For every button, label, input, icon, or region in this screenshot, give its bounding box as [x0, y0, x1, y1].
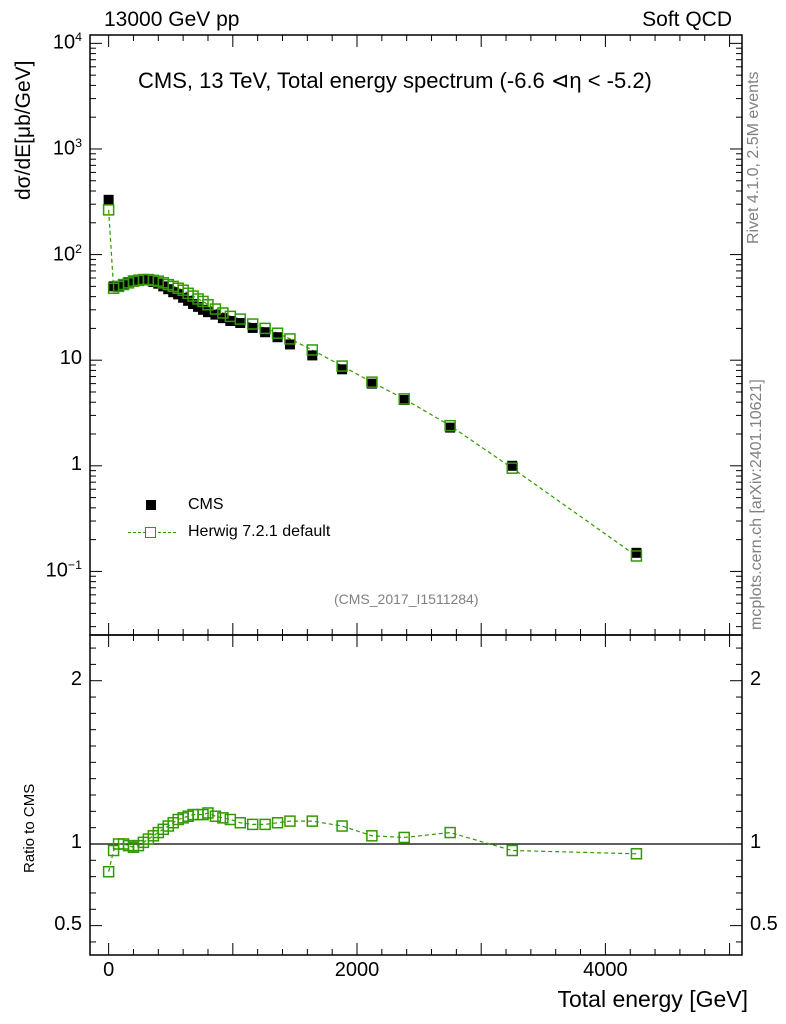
ratio-y-tick-label-right: 2 — [750, 667, 762, 690]
x-axis-title: Total energy [GeV] — [557, 986, 749, 1012]
mc-point — [336, 360, 348, 372]
ratio-panel — [89, 634, 743, 956]
main-y-axis-title: dσ/dE[μb/GeV] — [12, 60, 35, 200]
ratio-point — [234, 817, 247, 829]
ratio-point — [259, 818, 271, 831]
data-point — [202, 307, 213, 318]
ratio-point — [444, 826, 456, 839]
ratio-point — [630, 848, 643, 860]
data-point — [272, 332, 283, 343]
data-point — [337, 364, 348, 375]
legend-data-marker — [146, 500, 156, 510]
data-point — [507, 460, 518, 471]
ratio-point — [202, 807, 214, 819]
main-y-tick-label: 103 — [52, 135, 82, 160]
mc-point — [209, 303, 222, 315]
plot-title: CMS, 13 TeV, Total energy spectrum (-6.6… — [138, 68, 652, 93]
mc-point — [217, 307, 229, 319]
ratio-y-tick-label-right: 0.5 — [750, 912, 778, 935]
header-process-label: Soft QCD — [642, 8, 732, 31]
ratio-point — [306, 815, 319, 827]
ratio-point — [398, 831, 410, 844]
main-y-tick-label: 1 — [70, 452, 82, 475]
mc-point — [630, 550, 643, 562]
x-tick-label: 2000 — [334, 959, 380, 981]
ratio-point — [366, 830, 378, 842]
ratio-y-axis-title: Ratio to CMS — [21, 783, 38, 873]
legend-mc-label: Herwig 7.2.1 default — [188, 523, 331, 540]
mc-point — [234, 313, 247, 325]
ratio-point — [102, 865, 115, 878]
ratio-point — [284, 815, 296, 827]
ratio-y-tick-label-left: 2 — [70, 667, 82, 690]
ratio-point — [506, 844, 518, 857]
analysis-id-label: (CMS_2017_I1511284) — [334, 591, 479, 607]
legend-mc-marker — [145, 527, 156, 538]
legend-data-label: CMS — [188, 496, 224, 513]
data-point — [247, 322, 258, 333]
data-point — [235, 318, 246, 329]
data-point — [103, 194, 114, 205]
mc-point — [444, 419, 456, 432]
data-point — [366, 378, 377, 389]
mc-point — [284, 333, 296, 345]
main-y-tick-label: 102 — [52, 241, 82, 266]
ratio-y-tick-label-left: 0.5 — [54, 912, 82, 935]
ratio-point — [246, 818, 259, 831]
mc-point — [306, 344, 319, 356]
rivet-version-label: Rivet 4.1.0, 2.5M events — [745, 71, 762, 244]
mcplots-credit-label: mcplots.cern.ch [arXiv:2401.10621] — [748, 379, 765, 630]
mc-point — [506, 462, 518, 474]
x-tick-label: 0 — [103, 959, 115, 981]
ratio-frame — [89, 634, 743, 956]
mc-point — [271, 327, 284, 339]
x-tick-label: 4000 — [583, 959, 628, 981]
data-point — [399, 394, 410, 405]
mc-point — [246, 318, 259, 330]
mc-point — [398, 393, 410, 405]
ratio-point — [336, 820, 348, 832]
mc-point — [366, 376, 378, 388]
main-y-tick-label: 10−1 — [45, 558, 82, 583]
mc-point — [102, 204, 115, 216]
main-frame — [89, 34, 743, 636]
main-y-tick-label: 10 — [59, 347, 82, 370]
main-panel — [89, 34, 743, 636]
mc-point — [259, 322, 271, 335]
data-point — [445, 422, 456, 433]
ratio-point — [209, 810, 222, 822]
data-point — [631, 547, 642, 558]
ratio-y-tick-label-left: 1 — [70, 830, 82, 853]
ratio-y-tick-label-right: 1 — [750, 830, 762, 853]
header-beam-label: 13000 GeV pp — [104, 8, 240, 31]
data-point — [260, 327, 271, 338]
main-y-tick-label: 104 — [52, 30, 82, 55]
ratio-point — [271, 817, 284, 829]
ratio-point — [217, 812, 229, 824]
